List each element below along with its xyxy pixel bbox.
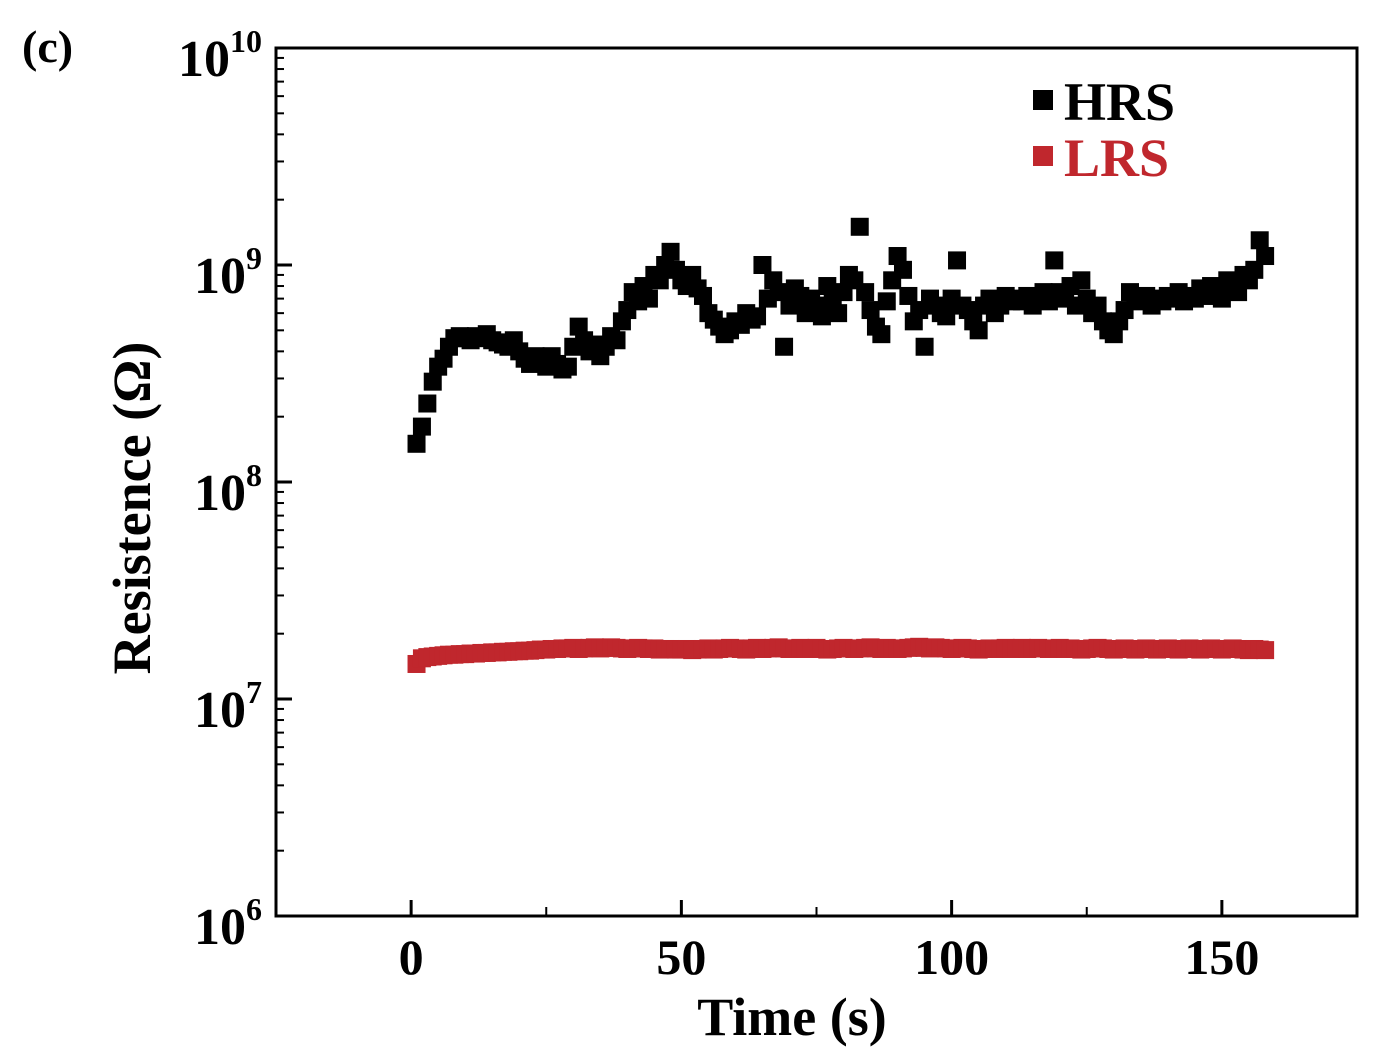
y-major-ticks xyxy=(276,46,292,918)
data-point-hrs xyxy=(893,260,912,279)
data-point-hrs xyxy=(407,434,426,453)
y-tick-label: 109 xyxy=(194,240,262,305)
data-point-hrs xyxy=(1072,271,1091,290)
legend-marker-hrs xyxy=(1033,90,1053,110)
series-hrs xyxy=(407,217,1275,453)
x-tick-labels: 0 50 100 150 xyxy=(399,929,1260,985)
data-point-hrs xyxy=(748,307,767,326)
plot-frame xyxy=(274,46,1359,918)
data-point-hrs xyxy=(937,307,956,326)
y-tick-label-exponent: 10 xyxy=(230,23,262,59)
x-ticks xyxy=(275,900,1358,916)
data-point-hrs xyxy=(872,325,891,344)
y-tick-label-base: 10 xyxy=(194,682,246,739)
y-tick-label-exponent: 8 xyxy=(246,457,262,493)
data-point-hrs xyxy=(888,247,907,266)
y-tick-label-base: 10 xyxy=(194,248,246,305)
data-point-hrs xyxy=(639,289,658,308)
data-point-hrs xyxy=(569,317,588,336)
y-tick-label: 107 xyxy=(194,674,262,739)
legend-label-lrs: LRS xyxy=(1064,128,1169,188)
data-point-hrs xyxy=(948,251,967,270)
y-tick-label-exponent: 7 xyxy=(246,674,262,710)
data-point-hrs xyxy=(412,417,431,436)
data-point-hrs xyxy=(607,331,626,350)
x-tick-label: 0 xyxy=(399,929,424,985)
data-point-hrs xyxy=(812,307,831,326)
y-tick-label-base: 10 xyxy=(178,31,230,88)
data-point-hrs xyxy=(861,301,880,320)
data-point-hrs xyxy=(829,304,848,323)
data-point-hrs xyxy=(856,283,875,302)
data-point-hrs xyxy=(1250,231,1269,250)
data-point-hrs xyxy=(661,242,680,261)
data-point-hrs xyxy=(775,337,794,356)
legend-marker-lrs xyxy=(1033,146,1053,166)
data-point-hrs xyxy=(969,321,988,340)
data-point-hrs xyxy=(850,217,869,236)
data-point-hrs xyxy=(650,271,669,290)
data-point-hrs xyxy=(1256,247,1275,266)
data-point-hrs xyxy=(915,337,934,356)
y-tick-label-exponent: 6 xyxy=(246,891,262,927)
series-lrs xyxy=(407,637,1275,673)
x-tick-label: 150 xyxy=(1184,929,1259,985)
panel-label: (c) xyxy=(22,21,73,72)
x-tick-label: 100 xyxy=(914,929,989,985)
data-point-lrs xyxy=(1256,641,1275,660)
y-tick-label-base: 10 xyxy=(194,899,246,956)
y-tick-label: 1010 xyxy=(178,23,262,88)
data-point-hrs xyxy=(1088,296,1107,315)
y-minor-ticks xyxy=(276,56,284,852)
data-point-hrs xyxy=(558,357,577,376)
data-point-hrs xyxy=(1045,251,1064,270)
data-point-hrs xyxy=(877,292,896,311)
y-tick-label-base: 10 xyxy=(194,465,246,522)
plot-frame-rect xyxy=(274,46,1359,918)
data-point-hrs xyxy=(423,372,442,391)
legend-label-hrs: HRS xyxy=(1064,72,1175,132)
data-point-hrs xyxy=(753,256,772,274)
data-point-hrs xyxy=(1245,260,1264,279)
y-tick-label: 108 xyxy=(194,457,262,522)
data-point-hrs xyxy=(418,394,437,413)
data-point-hrs xyxy=(899,286,918,305)
x-tick-label: 50 xyxy=(656,929,706,985)
data-point-hrs xyxy=(693,286,712,305)
x-axis-title: Time (s) xyxy=(697,987,886,1047)
y-tick-label-exponent: 9 xyxy=(246,240,262,276)
y-axis-title: Resistence (Ω) xyxy=(102,342,162,675)
y-tick-label: 106 xyxy=(194,891,262,956)
